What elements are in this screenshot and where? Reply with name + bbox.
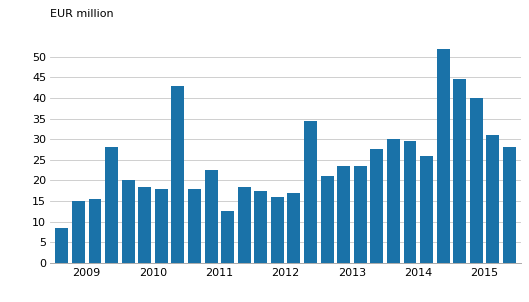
Bar [138,187,151,263]
Bar [205,170,217,263]
Bar [287,193,300,263]
Bar [321,176,334,263]
Bar [56,228,68,263]
Bar [171,86,185,263]
Bar [304,121,317,263]
Bar [155,189,168,263]
Bar [337,166,350,263]
Bar [387,139,400,263]
Bar [404,141,416,263]
Bar [487,135,499,263]
Bar [88,199,102,263]
Bar [238,187,251,263]
Bar [503,147,516,263]
Text: EUR million: EUR million [50,9,114,19]
Bar [122,180,135,263]
Bar [72,201,85,263]
Bar [453,79,466,263]
Bar [420,156,433,263]
Bar [436,49,450,263]
Bar [370,149,384,263]
Bar [221,211,234,263]
Bar [470,98,483,263]
Bar [271,197,284,263]
Bar [105,147,118,263]
Bar [354,166,367,263]
Bar [254,191,267,263]
Bar [188,189,201,263]
